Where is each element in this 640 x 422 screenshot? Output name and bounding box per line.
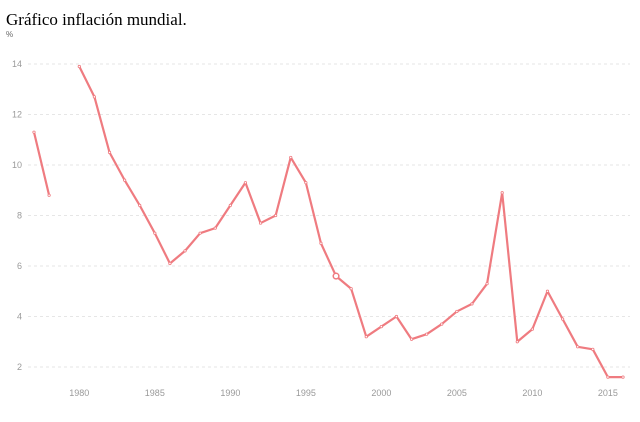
y-tick-label: 2	[17, 362, 22, 372]
x-tick-label: 1980	[69, 388, 89, 398]
x-tick-label: 2005	[447, 388, 467, 398]
data-point[interactable]	[274, 213, 278, 218]
data-point[interactable]	[107, 150, 112, 154]
data-point[interactable]	[591, 347, 595, 351]
y-tick-label: 8	[17, 211, 22, 221]
grid-lines	[28, 63, 630, 368]
x-tick-label: 2010	[522, 388, 542, 398]
x-tick-label: 1985	[145, 388, 165, 398]
data-point[interactable]	[304, 181, 308, 185]
data-point[interactable]	[515, 340, 519, 344]
chart-title: Gráfico inflación mundial.	[6, 10, 187, 29]
plot-area	[32, 64, 625, 379]
data-point[interactable]	[545, 289, 550, 293]
highlighted-data-point[interactable]	[332, 272, 340, 280]
data-point[interactable]	[576, 345, 580, 349]
y-tick-label: 10	[12, 160, 22, 170]
data-point[interactable]	[319, 241, 323, 245]
data-point[interactable]	[409, 337, 414, 341]
data-point[interactable]	[485, 282, 489, 286]
y-tick-label: 12	[12, 110, 22, 120]
data-point[interactable]	[213, 226, 217, 230]
data-point[interactable]	[153, 231, 157, 235]
y-tick-label: 14	[12, 59, 22, 69]
data-point[interactable]	[394, 314, 399, 319]
data-point[interactable]	[289, 155, 293, 160]
data-point[interactable]	[455, 309, 459, 314]
data-point[interactable]	[258, 221, 263, 225]
data-point[interactable]	[621, 375, 625, 379]
data-point[interactable]	[198, 231, 202, 235]
series-line-segment	[32, 131, 51, 197]
data-point[interactable]	[364, 335, 368, 339]
x-tick-label: 2000	[371, 388, 391, 398]
data-point[interactable]	[228, 203, 232, 207]
data-point[interactable]	[92, 95, 97, 99]
x-tick-label: 1995	[296, 388, 316, 398]
x-tick-label: 1990	[220, 388, 240, 398]
data-point[interactable]	[500, 191, 504, 195]
data-point[interactable]	[440, 322, 444, 326]
x-tick-label: 2015	[598, 388, 618, 398]
data-point[interactable]	[349, 287, 353, 291]
data-point[interactable]	[243, 181, 248, 185]
data-point[interactable]	[47, 193, 51, 197]
data-point[interactable]	[470, 302, 474, 306]
data-point[interactable]	[123, 178, 127, 182]
series-line-segment	[78, 65, 625, 379]
data-point[interactable]	[379, 324, 383, 329]
data-point[interactable]	[606, 375, 610, 379]
y-tick-label: 4	[17, 312, 22, 322]
data-point[interactable]	[168, 261, 172, 266]
y-tick-label: 6	[17, 261, 22, 271]
x-axis: 1980 1985 1990 1995 2000 2005 2010 2015	[69, 388, 618, 398]
data-point[interactable]	[77, 64, 81, 69]
y-axis: 2 4 6 8 10 12 14	[12, 59, 22, 372]
data-point[interactable]	[425, 332, 429, 336]
data-point[interactable]	[530, 327, 534, 331]
data-point[interactable]	[183, 249, 187, 253]
data-point[interactable]	[32, 130, 36, 134]
y-axis-unit-label: %	[6, 30, 13, 39]
data-point[interactable]	[138, 203, 142, 207]
data-point[interactable]	[560, 317, 565, 321]
